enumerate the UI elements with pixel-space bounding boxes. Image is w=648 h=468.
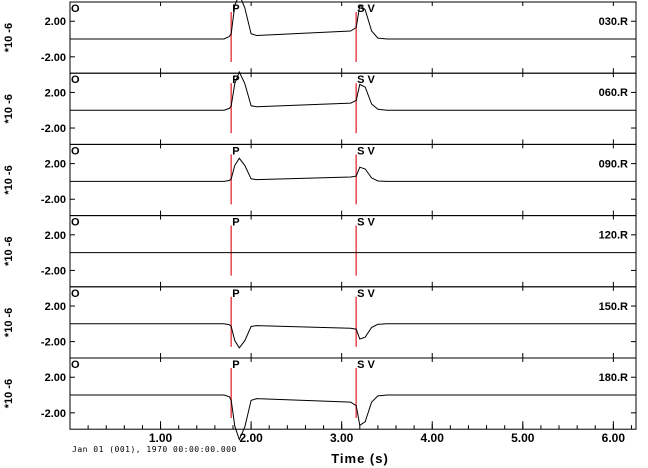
y-exponent-label: *10 -6 [3, 237, 15, 266]
trace-label: 060.R [599, 87, 628, 99]
pick-label-SV: SV [357, 359, 378, 371]
trace-180.R [70, 394, 636, 441]
pick-label-O: O [71, 288, 83, 300]
x-tick-label: 1.00 [149, 431, 173, 445]
panel-frame-060.R [69, 72, 637, 145]
trace-090.R [70, 157, 636, 182]
x-tick-label: 3.00 [330, 431, 354, 445]
y-tick-label: -2.00 [41, 337, 66, 349]
pick-label-SV: SV [357, 288, 378, 300]
y-exponent-label: *10 -6 [3, 94, 15, 123]
x-tick-label: 6.00 [602, 431, 626, 445]
trace-label: 120.R [599, 230, 628, 242]
y-tick-label: 2.00 [45, 372, 66, 384]
panel-frame-150.R [69, 286, 637, 359]
trace-label: 030.R [599, 16, 628, 28]
trace-label: 090.R [599, 158, 628, 170]
pick-label-SV: SV [357, 3, 378, 15]
x-tick-label: 4.00 [421, 431, 445, 445]
y-tick-label: 2.00 [45, 159, 66, 171]
pick-label-SV: SV [357, 74, 378, 86]
date-label: Jan 01 (001), 1970 00:00:00.000 [72, 445, 237, 454]
panel-frame-120.R [69, 215, 637, 288]
panel-frame-090.R [69, 143, 637, 217]
pick-label-P: P [232, 359, 242, 371]
pick-label-O: O [71, 74, 83, 86]
y-tick-label: 2.00 [45, 87, 66, 99]
x-axis-label: Time (s) [331, 451, 389, 466]
trace-060.R [70, 70, 636, 111]
y-tick-label: 2.00 [45, 301, 66, 313]
y-tick-label: -2.00 [41, 52, 66, 64]
y-exponent-label: *10 -6 [3, 23, 15, 52]
y-tick-label: 2.00 [45, 16, 66, 28]
y-tick-label: 2.00 [45, 230, 66, 242]
pick-label-O: O [71, 3, 83, 15]
trace-030.R [70, 0, 636, 40]
trace-label: 150.R [599, 301, 628, 313]
x-tick-label: 2.00 [239, 431, 263, 445]
y-exponent-label: *10 -6 [3, 308, 15, 337]
y-tick-label: -2.00 [41, 265, 66, 277]
pick-label-SV: SV [357, 217, 378, 229]
pick-label-P: P [232, 145, 242, 157]
pick-label-P: P [232, 3, 242, 15]
y-tick-label: -2.00 [41, 408, 66, 420]
pick-label-O: O [71, 359, 83, 371]
pick-label-O: O [71, 145, 83, 157]
y-exponent-label: *10 -6 [3, 379, 15, 408]
y-tick-label: -2.00 [41, 123, 66, 135]
y-exponent-label: *10 -6 [3, 165, 15, 194]
y-tick-label: -2.00 [41, 194, 66, 206]
pick-label-SV: SV [357, 145, 378, 157]
panel-frame-180.R [69, 357, 637, 430]
pick-label-P: P [232, 288, 242, 300]
trace-150.R [70, 323, 636, 349]
trace-label: 180.R [599, 372, 628, 384]
pick-label-P: P [232, 217, 242, 229]
x-tick-label: 5.00 [511, 431, 535, 445]
pick-label-O: O [71, 217, 83, 229]
panel-frame-030.R [69, 1, 637, 74]
